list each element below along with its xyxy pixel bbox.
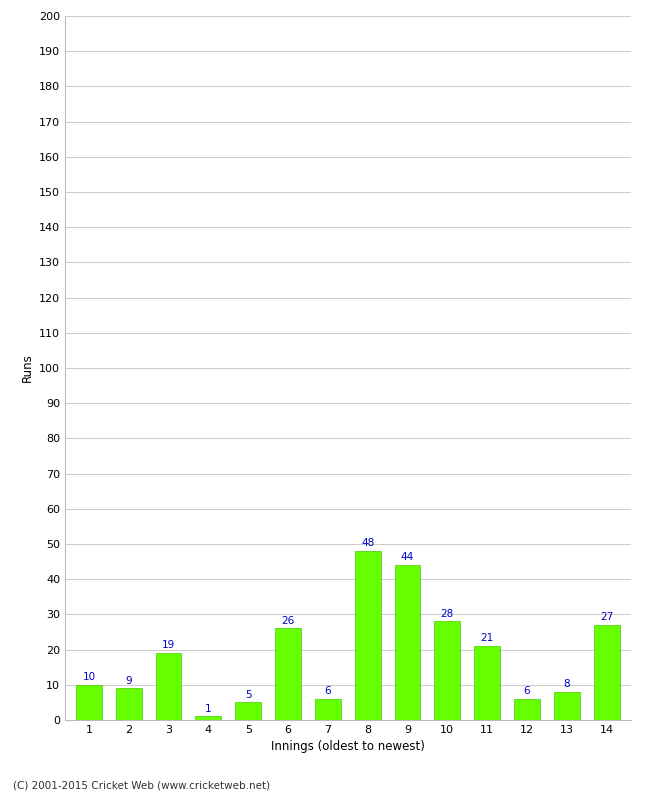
Bar bbox=[434, 622, 460, 720]
Text: 26: 26 bbox=[281, 616, 294, 626]
Bar bbox=[355, 551, 381, 720]
Text: 6: 6 bbox=[524, 686, 530, 696]
Bar bbox=[554, 692, 580, 720]
Bar bbox=[196, 717, 221, 720]
Text: 10: 10 bbox=[83, 672, 96, 682]
Bar bbox=[235, 702, 261, 720]
Text: 28: 28 bbox=[441, 609, 454, 618]
X-axis label: Innings (oldest to newest): Innings (oldest to newest) bbox=[271, 741, 424, 754]
Text: 21: 21 bbox=[480, 634, 494, 643]
Text: 44: 44 bbox=[401, 552, 414, 562]
Text: 8: 8 bbox=[564, 679, 570, 689]
Bar bbox=[395, 565, 421, 720]
Text: 27: 27 bbox=[600, 612, 613, 622]
Text: 9: 9 bbox=[125, 675, 132, 686]
Text: (C) 2001-2015 Cricket Web (www.cricketweb.net): (C) 2001-2015 Cricket Web (www.cricketwe… bbox=[13, 781, 270, 790]
Text: 6: 6 bbox=[324, 686, 331, 696]
Bar bbox=[76, 685, 102, 720]
Text: 1: 1 bbox=[205, 704, 212, 714]
Bar bbox=[315, 699, 341, 720]
Bar bbox=[116, 688, 142, 720]
Bar bbox=[593, 625, 619, 720]
Bar bbox=[514, 699, 540, 720]
Bar bbox=[275, 629, 301, 720]
Y-axis label: Runs: Runs bbox=[20, 354, 33, 382]
Bar bbox=[155, 653, 181, 720]
Text: 5: 5 bbox=[245, 690, 252, 699]
Bar bbox=[474, 646, 500, 720]
Text: 48: 48 bbox=[361, 538, 374, 548]
Text: 19: 19 bbox=[162, 640, 175, 650]
